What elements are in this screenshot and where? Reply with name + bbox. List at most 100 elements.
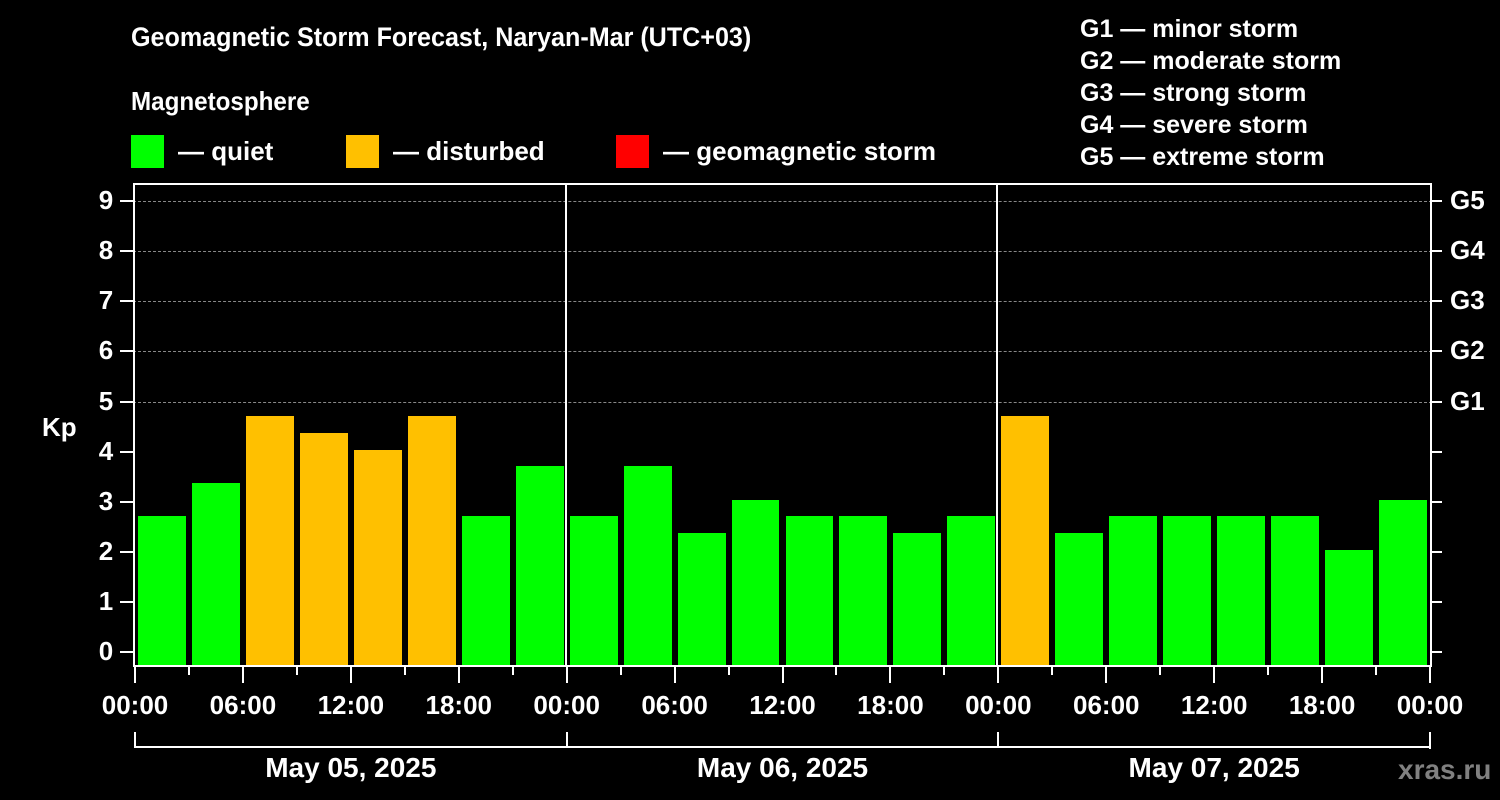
- y-tick-label: 7: [98, 285, 114, 316]
- x-tick: [1105, 667, 1108, 683]
- right-tick: [1432, 600, 1442, 603]
- y-tick-label: 6: [98, 335, 114, 366]
- y-tick-label: 4: [98, 435, 114, 466]
- gridline: [133, 401, 1432, 403]
- kp-bar: [839, 516, 888, 665]
- g-level-label: G1: [1450, 385, 1485, 416]
- x-tick-label: 18:00: [1288, 690, 1356, 720]
- x-tick-label: 18:00: [857, 690, 924, 720]
- kp-bar: [623, 466, 672, 665]
- kp-bar: [893, 533, 942, 665]
- x-tick: [619, 667, 622, 675]
- g-level-label: G2: [1450, 335, 1485, 366]
- y-axis-label: Kp: [42, 412, 77, 442]
- right-tick: [1432, 400, 1442, 403]
- date-label: May 07, 2025: [1128, 752, 1300, 783]
- y-tick-label: 8: [98, 235, 114, 266]
- kp-bar: [353, 449, 402, 665]
- g2-description: G2 — moderate storm: [1080, 47, 1342, 75]
- legend-disturbed-label: — disturbed: [393, 135, 545, 166]
- x-tick: [457, 667, 460, 683]
- day-divider: [564, 183, 567, 667]
- x-tick-label: 00:00: [965, 690, 1032, 720]
- kp-bar: [461, 516, 510, 665]
- date-bracket: [134, 732, 567, 748]
- y-tick-label: 0: [98, 636, 114, 666]
- x-tick: [1321, 667, 1324, 683]
- right-tick: [1432, 350, 1442, 353]
- kp-bar: [947, 516, 996, 665]
- right-tick: [1432, 550, 1442, 553]
- x-tick: [241, 667, 244, 683]
- x-tick: [781, 667, 784, 683]
- storm-swatch-icon: [616, 134, 649, 168]
- y-tick: [120, 600, 133, 603]
- y-tick: [120, 200, 133, 203]
- g5-description: G5 — extreme storm: [1080, 143, 1325, 171]
- y-tick: [120, 250, 133, 253]
- x-tick: [565, 667, 568, 683]
- g3-description: G3 — strong storm: [1080, 79, 1307, 107]
- legend-quiet: — quiet: [131, 134, 273, 168]
- x-tick: [1429, 667, 1431, 683]
- kp-bar: [731, 499, 780, 665]
- x-tick-label: 06:00: [641, 690, 708, 720]
- kp-bar: [245, 416, 294, 665]
- date-label: May 06, 2025: [696, 752, 869, 783]
- kp-bar: [1379, 499, 1427, 665]
- x-tick-label: 06:00: [209, 690, 277, 720]
- x-tick-label: 12:00: [1180, 690, 1248, 720]
- y-tick: [120, 651, 133, 653]
- x-tick-label: 00:00: [101, 690, 169, 720]
- x-tick: [727, 667, 730, 675]
- y-tick-label: 1: [98, 585, 114, 616]
- date-bracket: [565, 732, 999, 748]
- legend-disturbed: — disturbed: [346, 134, 545, 168]
- x-tick-label: 12:00: [749, 690, 816, 720]
- g-level-label: G4: [1450, 235, 1485, 266]
- y-tick: [120, 350, 133, 353]
- gridline: [133, 351, 1432, 353]
- x-tick: [295, 667, 298, 675]
- date-label: May 05, 2025: [265, 752, 437, 783]
- kp-bar: [1109, 516, 1158, 665]
- x-tick: [349, 667, 352, 683]
- kp-bar: [1325, 549, 1374, 665]
- gridline: [133, 301, 1432, 303]
- x-tick: [1051, 667, 1054, 675]
- x-tick: [889, 667, 892, 683]
- y-tick-label: 3: [98, 485, 114, 516]
- g-scale-legend: G1 — minor storm G2 — moderate storm G3 …: [1080, 13, 1341, 173]
- kp-bar: [191, 483, 240, 665]
- right-tick: [1432, 450, 1442, 453]
- y-tick: [120, 500, 133, 503]
- g-level-label: G3: [1450, 285, 1485, 316]
- legend-quiet-label: — quiet: [178, 135, 274, 166]
- y-tick-label: 9: [98, 185, 114, 216]
- kp-bar: [515, 466, 564, 665]
- x-tick-label: 18:00: [425, 690, 493, 720]
- x-tick: [1213, 667, 1216, 683]
- kp-bar: [569, 516, 618, 665]
- kp-bar: [677, 533, 726, 665]
- x-tick: [511, 667, 514, 675]
- x-tick: [673, 667, 676, 683]
- kp-bar: [785, 516, 834, 665]
- x-tick-label: 12:00: [317, 690, 385, 720]
- right-tick: [1432, 651, 1442, 653]
- quiet-swatch-icon: [131, 134, 164, 168]
- x-tick-label: 00:00: [533, 690, 600, 720]
- watermark: xras.ru: [1398, 754, 1492, 785]
- x-tick: [1267, 667, 1270, 675]
- disturbed-swatch-icon: [346, 134, 379, 168]
- x-tick-label: 06:00: [1073, 690, 1140, 720]
- y-tick: [120, 300, 133, 303]
- x-tick: [403, 667, 406, 675]
- chart-subtitle: Magnetosphere: [131, 86, 310, 116]
- x-tick: [943, 667, 946, 675]
- kp-bar: [1271, 516, 1320, 665]
- y-tick: [120, 550, 133, 553]
- kp-bar: [1163, 516, 1212, 665]
- date-bracket-end: [1429, 732, 1431, 749]
- kp-bar: [407, 416, 456, 665]
